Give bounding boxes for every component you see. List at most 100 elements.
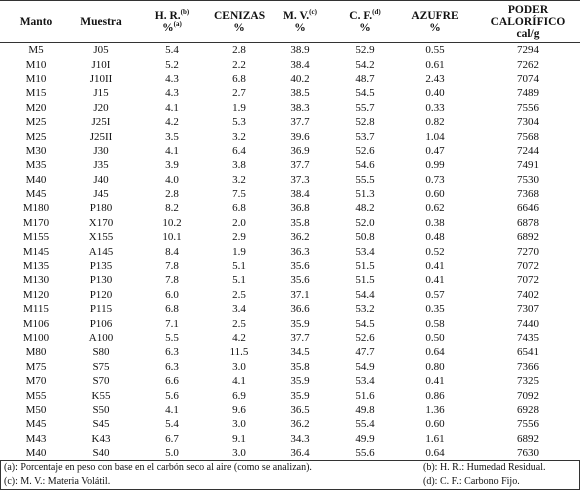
table-cell: M45 (25, 418, 47, 431)
table-cell: S45 (92, 418, 110, 431)
table-cell: 0.64 (425, 346, 445, 359)
table-cell: 53.2 (355, 303, 375, 316)
table-cell: 52.6 (355, 144, 375, 157)
table-cell: 7244 (517, 144, 539, 157)
table-cell: K55 (91, 389, 111, 402)
header-text: CALORÍFICO (490, 15, 566, 28)
table-cell: 0.47 (425, 144, 445, 157)
table-cell: J40 (93, 173, 109, 186)
table-cell: 9.6 (232, 403, 246, 416)
header-line: PODER (476, 4, 580, 16)
header-cell: C. F.(d)% (336, 0, 394, 43)
table-cell: M30 (25, 144, 47, 157)
table-cell: 11.5 (229, 346, 249, 359)
table-row: M10 J10I 5.2 2.2 38.4 54.2 0.61 7262 (0, 57, 580, 71)
table-cell: 51.6 (355, 389, 375, 402)
table-cell: 7568 (517, 130, 539, 143)
table-cell: 40.2 (290, 72, 310, 85)
header-cell: Muestra (72, 0, 130, 43)
table-cell: 38.9 (290, 44, 310, 57)
table-cell: 35.6 (290, 274, 310, 287)
footnote: (a): Porcentaje en peso con base en el c… (4, 462, 312, 473)
table-row: M25 J25I 4.2 5.3 37.7 52.8 0.82 7304 (0, 115, 580, 129)
table-row: M120 P120 6.0 2.5 37.1 54.4 0.57 7402 (0, 288, 580, 302)
table-cell: 35.6 (290, 260, 310, 273)
table-cell: M50 (25, 403, 47, 416)
table-cell: M20 (25, 101, 47, 114)
footnote: (d): C. F.: Carbono Fijo. (423, 476, 520, 487)
table-cell: 7.1 (165, 317, 179, 330)
header-unit: % (162, 21, 174, 34)
table-cell: 52.6 (355, 332, 375, 344)
header-cell: CENIZAS% (214, 0, 265, 43)
table-cell: 0.41 (425, 260, 445, 273)
table-cell: M40 (25, 173, 47, 186)
table-cell: 7270 (517, 245, 539, 258)
table-cell: 3.4 (232, 303, 246, 316)
table-cell: M70 (25, 375, 47, 388)
header-unit-line: % (214, 22, 264, 34)
table-cell: 6.0 (165, 288, 179, 301)
table-cell: 7.8 (165, 260, 179, 273)
table-row: M10 J10II 4.3 6.8 40.2 48.7 2.43 7074 (0, 72, 580, 86)
table-cell: 52.9 (355, 44, 375, 57)
table-cell: 6892 (517, 432, 539, 445)
table-cell: 0.57 (425, 288, 445, 301)
table-cell: 35.8 (290, 360, 310, 373)
table-cell: 7304 (517, 116, 539, 129)
table-cell: 54.5 (355, 87, 375, 100)
table-cell: 7556 (517, 418, 539, 431)
table-cell: 6541 (517, 346, 539, 359)
table-cell: M155 (22, 231, 50, 244)
table-cell: S50 (92, 403, 110, 416)
table-cell: 36.8 (290, 202, 310, 215)
table-cell: J05 (93, 44, 109, 57)
table-cell: 0.58 (425, 317, 445, 330)
table-row: M15 J15 4.3 2.7 38.5 54.5 0.40 7489 (0, 86, 580, 100)
table-cell: 1.9 (232, 101, 246, 114)
table-cell: 5.4 (165, 418, 179, 431)
table-cell: M45 (25, 188, 47, 201)
table-cell: 6892 (517, 231, 539, 244)
header-unit-line: cal/g (476, 28, 580, 40)
table-cell: 6.8 (232, 202, 246, 215)
table-cell: 0.60 (425, 418, 445, 431)
table-cell: 7556 (517, 101, 539, 114)
table-row: M30 J30 4.1 6.4 36.9 52.6 0.47 7244 (0, 144, 580, 158)
table-cell: 2.9 (232, 231, 246, 244)
header-line: AZUFRE (394, 10, 476, 22)
header-cell: AZUFRE% (394, 0, 476, 43)
table-cell: M5 (28, 44, 44, 57)
table-row: M100 A100 5.5 4.2 37.7 52.6 0.50 7435 (0, 331, 580, 345)
table-cell: 0.86 (425, 389, 445, 402)
header-cell: PODER CALORÍFICO cal/g (476, 0, 580, 43)
header-row: Manto Muestra H. R.(b) %(a) CENIZAS% M. V.(c)… (0, 0, 580, 43)
table-cell: 3.5 (165, 130, 179, 143)
table-cell: P120 (89, 288, 113, 301)
table-cell: 0.55 (425, 44, 445, 57)
table-cell: 51.3 (355, 188, 375, 201)
table-cell: 2.0 (232, 216, 246, 229)
table-cell: 0.82 (425, 116, 445, 129)
table-cell: M135 (22, 260, 50, 273)
table-cell: J10I (91, 58, 111, 71)
table-cell: M115 (23, 303, 49, 316)
table-cell: 7402 (517, 288, 539, 301)
table-cell: 7294 (517, 44, 539, 57)
table-cell: 6.3 (165, 346, 179, 359)
table-cell: J15 (93, 87, 109, 100)
table-cell: P130 (89, 274, 113, 287)
table-cell: P106 (89, 317, 113, 330)
table-cell: 5.4 (165, 44, 179, 57)
table-cell: 4.0 (165, 173, 179, 186)
table-cell: 2.5 (232, 317, 246, 330)
table-cell: 10.2 (162, 216, 182, 229)
table-cell: 37.7 (290, 116, 310, 129)
table-cell: 8.2 (165, 202, 179, 215)
header-note: (b) (180, 7, 190, 16)
header-line: Manto (0, 16, 72, 28)
table-cell: 10.1 (162, 231, 182, 244)
table-row: M43 K43 6.7 9.1 34.3 49.9 1.61 6892 (0, 432, 580, 446)
table-cell: 6.3 (165, 360, 179, 373)
